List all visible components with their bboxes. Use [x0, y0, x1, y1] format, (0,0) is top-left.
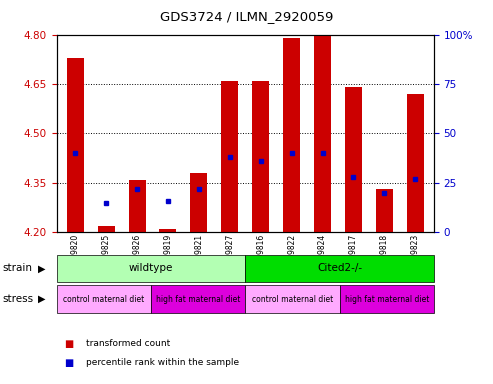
Bar: [151, 285, 245, 313]
Text: wildtype: wildtype: [129, 263, 173, 273]
Bar: [129, 180, 145, 232]
Text: high fat maternal diet: high fat maternal diet: [156, 295, 240, 304]
Bar: [340, 285, 434, 313]
Text: ■: ■: [64, 358, 73, 368]
Bar: [57, 255, 245, 282]
Text: transformed count: transformed count: [86, 339, 171, 348]
Bar: [245, 255, 434, 282]
Text: percentile rank within the sample: percentile rank within the sample: [86, 358, 240, 367]
Bar: [283, 38, 300, 232]
Bar: [57, 285, 151, 313]
Text: control maternal diet: control maternal diet: [63, 295, 144, 304]
Bar: [159, 229, 176, 232]
Text: strain: strain: [2, 263, 33, 273]
Bar: [407, 94, 424, 232]
Text: control maternal diet: control maternal diet: [252, 295, 333, 304]
Text: ▶: ▶: [38, 263, 46, 273]
Text: ▶: ▶: [38, 294, 46, 304]
Bar: [314, 35, 331, 232]
Text: Cited2-/-: Cited2-/-: [317, 263, 362, 273]
Text: GDS3724 / ILMN_2920059: GDS3724 / ILMN_2920059: [160, 10, 333, 23]
Text: ■: ■: [64, 339, 73, 349]
Bar: [98, 226, 115, 232]
Bar: [67, 58, 84, 232]
Bar: [190, 173, 208, 232]
Bar: [245, 285, 340, 313]
Bar: [376, 189, 393, 232]
Bar: [345, 87, 362, 232]
Text: stress: stress: [2, 294, 34, 304]
Text: high fat maternal diet: high fat maternal diet: [345, 295, 429, 304]
Bar: [252, 81, 269, 232]
Bar: [221, 81, 238, 232]
